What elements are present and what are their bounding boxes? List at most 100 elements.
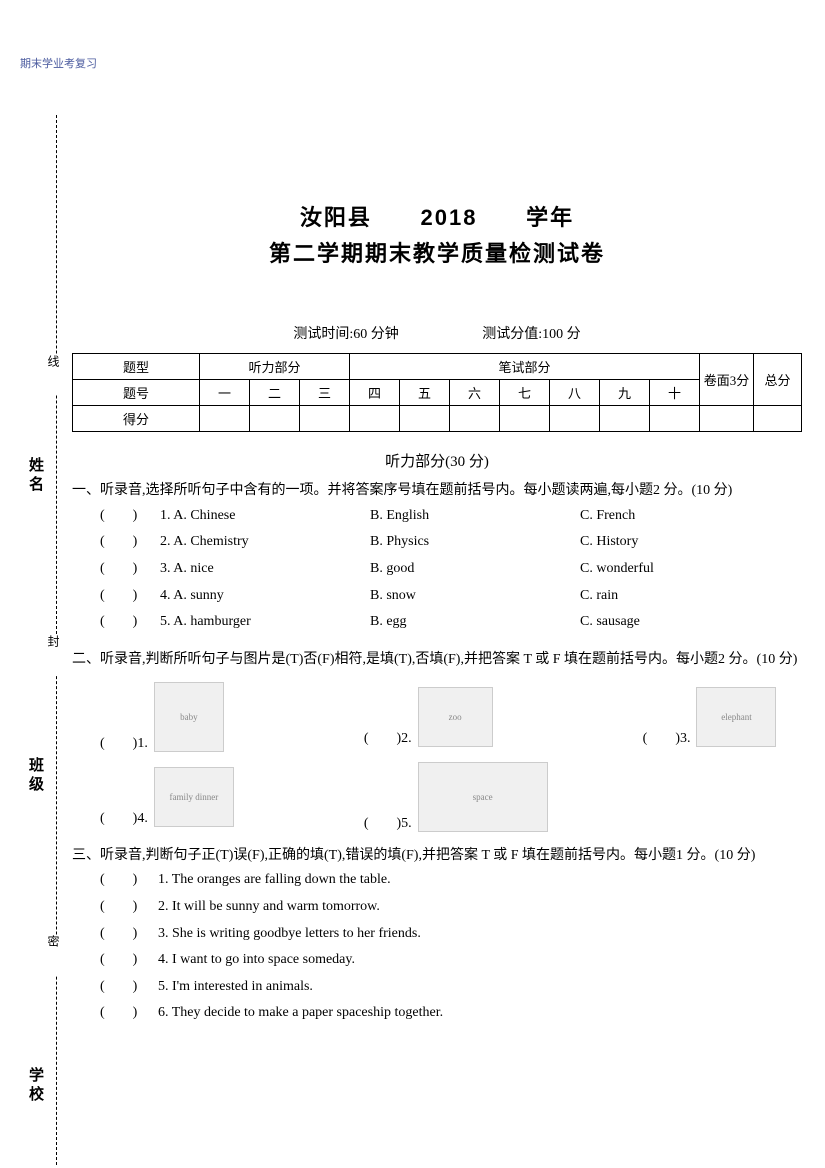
image-row-2: ( )4. family dinner ( )5. space — [72, 762, 802, 832]
opt-text: A. Chinese — [173, 508, 235, 523]
answer-bracket[interactable]: ( )1. — [100, 732, 148, 752]
bracket-text: ( ) — [643, 731, 680, 746]
cell-num: 三 — [300, 380, 350, 406]
answer-bracket[interactable]: ( )5. — [364, 812, 412, 832]
cell-num: 五 — [400, 380, 450, 406]
dash-label-feng: 封 — [50, 635, 62, 675]
mcq-option-b: B. Physics — [370, 529, 580, 556]
table-row: 题型 听力部分 笔试部分 卷面3分 总分 — [73, 354, 802, 380]
cell-juanmian: 卷面3分 — [700, 354, 754, 406]
baby-icon: baby — [154, 682, 224, 752]
img-item: ( )1. baby — [100, 682, 224, 752]
img-item: ( )5. space — [364, 762, 548, 832]
mcq-option-a: 4. A. sunny — [160, 583, 370, 610]
mcq-option-b: B. good — [370, 556, 580, 583]
cell-num: 九 — [600, 380, 650, 406]
answer-bracket[interactable]: ( ) — [100, 529, 160, 556]
space-icon: space — [418, 762, 548, 832]
family-dinner-icon: family dinner — [154, 767, 234, 827]
bracket-text: ( ) — [364, 731, 401, 746]
tf-text: 4. I want to go into space someday. — [158, 952, 355, 967]
img-item: ( )4. family dinner — [100, 767, 234, 827]
mcq-row: ( ) 1. A. Chinese B. English C. French — [72, 503, 802, 530]
test-meta: 测试时间:60 分钟 测试分值:100 分 — [72, 323, 802, 343]
tf-row: ( )2. It will be sunny and warm tomorrow… — [72, 894, 802, 921]
title-line1: 汝阳县 2018 学年 — [72, 200, 802, 232]
cell-defen: 得分 — [73, 406, 200, 432]
cell-blank[interactable] — [250, 406, 300, 432]
mcq-option-a: 1. A. Chinese — [160, 503, 370, 530]
mcq-option-c: C. French — [580, 503, 802, 530]
answer-bracket[interactable]: ( ) — [100, 947, 158, 974]
image-row-1: ( )1. baby ( )2. zoo ( )3. elephant — [72, 682, 802, 752]
cell-blank[interactable] — [500, 406, 550, 432]
cell-tihao: 题号 — [73, 380, 200, 406]
cell-num: 十 — [650, 380, 700, 406]
answer-bracket[interactable]: ( ) — [100, 974, 158, 1001]
question-2: 二、听录音,判断所听句子与图片是(T)否(F)相符,是填(T),否填(F),并把… — [72, 648, 802, 832]
table-row: 得分 — [73, 406, 802, 432]
cell-num: 二 — [250, 380, 300, 406]
cell-blank[interactable] — [600, 406, 650, 432]
zoo-icon: zoo — [418, 687, 493, 747]
cell-blank[interactable] — [450, 406, 500, 432]
title-year: 2018 — [421, 205, 478, 230]
title-county: 汝阳县 — [300, 205, 372, 230]
answer-bracket[interactable]: ( ) — [100, 921, 158, 948]
cell-blank[interactable] — [200, 406, 250, 432]
left-margin: 线 封 密 姓名 班级 学校 — [30, 115, 62, 1165]
tf-text: 6. They decide to make a paper spaceship… — [158, 1005, 443, 1020]
mcq-option-c: C. History — [580, 529, 802, 556]
answer-bracket[interactable]: ( ) — [100, 894, 158, 921]
cell-blank[interactable] — [350, 406, 400, 432]
tf-text: 1. The oranges are falling down the tabl… — [158, 872, 391, 887]
cell-bishi: 笔试部分 — [350, 354, 700, 380]
test-time: 测试时间:60 分钟 — [293, 327, 398, 342]
mcq-option-c: C. rain — [580, 583, 802, 610]
item-num: 1. — [137, 736, 148, 751]
answer-bracket[interactable]: ( ) — [100, 583, 160, 610]
answer-bracket[interactable]: ( ) — [100, 556, 160, 583]
q2-instruction: 二、听录音,判断所听句子与图片是(T)否(F)相符,是填(T),否填(F),并把… — [72, 648, 802, 672]
cell-blank[interactable] — [650, 406, 700, 432]
tf-row: ( )4. I want to go into space someday. — [72, 947, 802, 974]
item-num: 3. — [680, 731, 691, 746]
cell-num: 六 — [450, 380, 500, 406]
cell-blank[interactable] — [754, 406, 802, 432]
test-score: 测试分值:100 分 — [482, 327, 580, 342]
cell-num: 七 — [500, 380, 550, 406]
mcq-option-a: 2. A. Chemistry — [160, 529, 370, 556]
cell-num: 八 — [550, 380, 600, 406]
cell-tixing: 题型 — [73, 354, 200, 380]
cell-blank[interactable] — [550, 406, 600, 432]
answer-bracket[interactable]: ( )2. — [364, 727, 412, 747]
mcq-option-b: B. snow — [370, 583, 580, 610]
answer-bracket[interactable]: ( ) — [100, 867, 158, 894]
answer-bracket[interactable]: ( )3. — [643, 727, 691, 747]
cell-blank[interactable] — [700, 406, 754, 432]
mcq-row: ( ) 4. A. sunny B. snow C. rain — [72, 583, 802, 610]
score-table: 题型 听力部分 笔试部分 卷面3分 总分 题号 一 二 三 四 五 六 七 八 … — [72, 353, 802, 432]
answer-bracket[interactable]: ( ) — [100, 503, 160, 530]
tf-text: 5. I'm interested in animals. — [158, 979, 313, 994]
answer-bracket[interactable]: ( ) — [100, 1000, 158, 1027]
label-name: 姓名 — [25, 455, 46, 497]
answer-bracket[interactable]: ( ) — [100, 609, 160, 636]
mcq-row: ( ) 3. A. nice B. good C. wonderful — [72, 556, 802, 583]
bracket-text: ( ) — [100, 811, 137, 826]
bracket-text: ( ) — [364, 816, 401, 831]
tf-row: ( )1. The oranges are falling down the t… — [72, 867, 802, 894]
label-school: 学校 — [25, 1065, 46, 1107]
q3-instruction: 三、听录音,判断句子正(T)误(F),正确的填(T),错误的填(F),并把答案 … — [72, 844, 802, 868]
img-item: ( )3. elephant — [643, 687, 777, 747]
img-item: ( )2. zoo — [364, 687, 493, 747]
mcq-option-c: C. wonderful — [580, 556, 802, 583]
question-3: 三、听录音,判断句子正(T)误(F),正确的填(T),错误的填(F),并把答案 … — [72, 844, 802, 1027]
label-class: 班级 — [25, 755, 46, 797]
title-line2: 第二学期期末教学质量检测试卷 — [72, 236, 802, 268]
answer-bracket[interactable]: ( )4. — [100, 807, 148, 827]
mcq-option-a: 3. A. nice — [160, 556, 370, 583]
mcq-row: ( ) 2. A. Chemistry B. Physics C. Histor… — [72, 529, 802, 556]
cell-blank[interactable] — [300, 406, 350, 432]
cell-blank[interactable] — [400, 406, 450, 432]
